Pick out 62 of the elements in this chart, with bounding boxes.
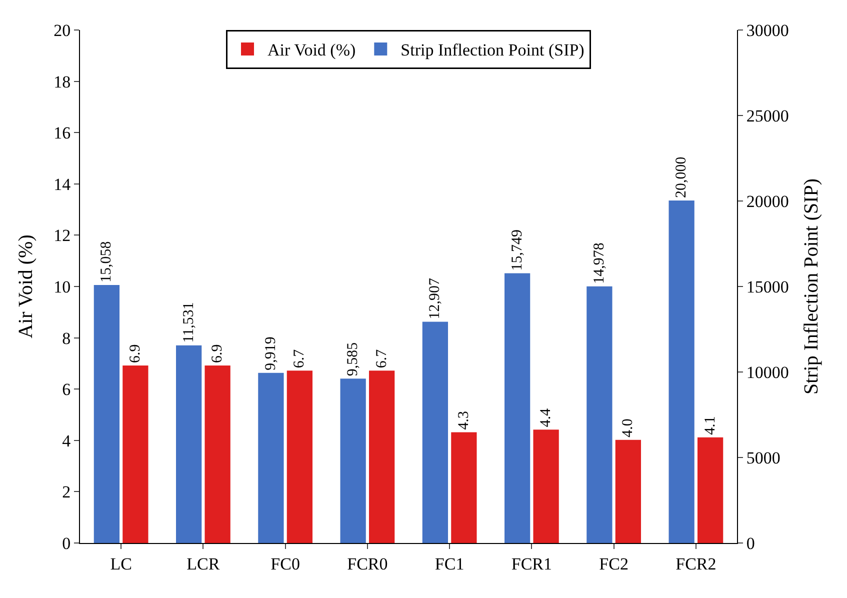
y-axis-title: Air Void (%) [15, 234, 38, 338]
data-label: 11,531 [180, 302, 197, 343]
y-tick-label: 4 [62, 431, 72, 450]
x-tick-label: LC [110, 554, 132, 574]
data-label: 4.4 [538, 408, 554, 428]
data-label: 4.1 [702, 416, 718, 435]
y-tick-label: 18 [54, 72, 71, 92]
x-tick-label: FC0 [270, 554, 300, 574]
x-tick-label: FCR0 [347, 554, 388, 574]
y-tick-label: 2 [62, 482, 71, 502]
y2-tick-label: 5000 [746, 448, 780, 468]
x-tick-label: FC2 [599, 554, 628, 574]
y-tick-label: 14 [54, 174, 72, 194]
bar [533, 430, 559, 543]
data-label: 4.0 [620, 418, 636, 438]
data-label: 6.7 [292, 348, 308, 368]
y-tick-label: 10 [54, 277, 71, 296]
y2-tick-label: 25000 [746, 106, 789, 126]
y2-tick-label: 30000 [746, 20, 789, 40]
data-label: 6.9 [127, 344, 144, 364]
bar [176, 345, 202, 543]
data-label: 12,907 [427, 278, 444, 320]
x-tick-label: FC1 [434, 554, 464, 574]
data-label: 20,000 [674, 156, 690, 198]
data-label: 9,919 [262, 336, 279, 370]
data-label: 15,058 [98, 241, 115, 283]
y2-tick-label: 15000 [746, 277, 789, 296]
bar [94, 285, 120, 543]
y2-axis-title: Strip Inflection Point (SIP) [800, 178, 822, 395]
legend-label: Strip Inflection Point (SIP) [400, 40, 584, 60]
bar [697, 437, 724, 543]
data-label: 15,749 [509, 229, 526, 271]
data-label: 14,978 [591, 242, 608, 284]
y-tick-label: 6 [62, 380, 71, 400]
y-tick-label: 0 [62, 534, 71, 553]
bar [286, 370, 312, 543]
data-label: 6.9 [210, 344, 226, 364]
bar [586, 286, 612, 543]
y-tick-label: 12 [54, 226, 71, 246]
bar [122, 366, 148, 543]
data-label: 9,585 [345, 342, 362, 376]
y-tick-label: 8 [62, 328, 71, 348]
y2-tick-label: 20000 [746, 192, 789, 211]
data-label: 4.3 [456, 410, 472, 430]
y2-tick-label: 10000 [746, 362, 789, 382]
x-tick-label: FCR1 [511, 554, 552, 574]
legend-label: Air Void (%) [268, 40, 356, 60]
bar [422, 322, 448, 543]
bar [668, 200, 694, 543]
y2-tick-label: 0 [746, 534, 755, 553]
bar [504, 273, 530, 543]
data-label: 6.7 [374, 348, 390, 368]
y-tick-label: 16 [54, 124, 71, 143]
bar [204, 366, 230, 543]
x-tick-label: FCR2 [676, 554, 716, 574]
y-tick-label: 20 [54, 20, 71, 40]
bar [615, 440, 641, 543]
bar [451, 432, 477, 543]
x-tick-label: LCR [186, 554, 220, 574]
bar [368, 370, 395, 543]
bar [340, 378, 366, 543]
bar [258, 372, 284, 543]
